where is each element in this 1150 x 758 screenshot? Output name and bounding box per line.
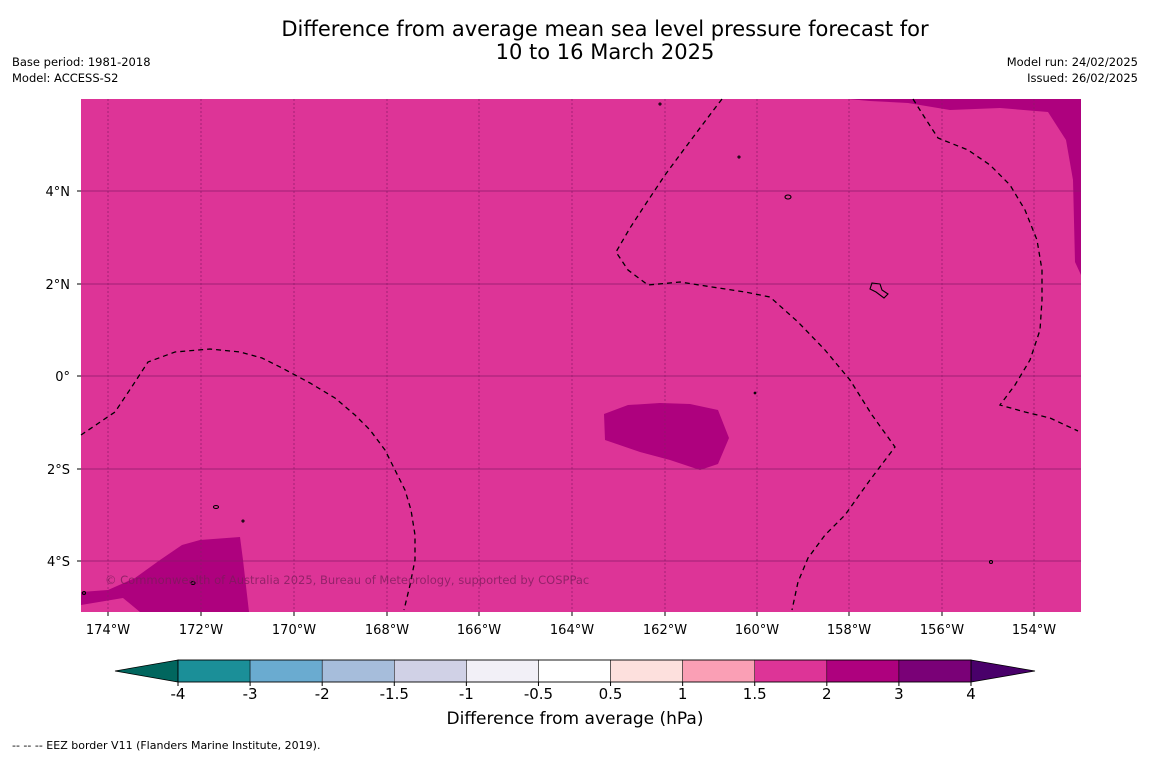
footnote: -- -- -- EEZ border V11 (Flanders Marine…	[12, 739, 321, 752]
title-line-1: Difference from average mean sea level p…	[281, 17, 929, 41]
colorbar-swatch	[682, 659, 755, 683]
colorbar-tick-label: -0.5	[524, 685, 553, 703]
colorbar-extend-max	[970, 659, 1036, 683]
base-period-label: Base period: 1981-2018	[12, 55, 151, 69]
colorbar-tick-label: -2	[315, 685, 330, 703]
island-8	[988, 559, 994, 565]
x-tick-label: 158°W	[827, 623, 871, 638]
x-tick-label: 166°W	[457, 623, 501, 638]
colorbar-swatch	[610, 659, 683, 683]
colorbar-tick-label: 1	[678, 685, 688, 703]
issued-label: Issued: 26/02/2025	[1027, 71, 1138, 85]
colorbar-swatch	[394, 659, 467, 683]
anomaly-patch-center	[604, 403, 729, 470]
eez-border-central	[615, 98, 896, 611]
copyright-notice: © Commonwealth of Australia 2025, Bureau…	[105, 573, 589, 587]
y-axis: 4°N 2°N 0° 2°S 4°S	[46, 185, 81, 570]
island-6	[658, 102, 662, 106]
eez-borders	[80, 98, 1079, 611]
colorbar-swatch	[898, 659, 972, 683]
meta-left: Base period: 1981-2018 Model: ACCESS-S2	[12, 54, 151, 86]
map-plot: © Commonwealth of Australia 2025, Bureau…	[80, 98, 1081, 612]
x-tick-label: 160°W	[735, 623, 779, 638]
island-9	[753, 391, 757, 395]
colorbar: -4 -3 -2 -1.5 -1 -0.5 0.5 1 1.5 2 3 4	[114, 659, 1036, 703]
island-10	[81, 590, 87, 596]
island-4	[190, 580, 196, 586]
island-7	[241, 519, 245, 523]
y-tick-label: 0°	[55, 370, 70, 385]
island-2	[784, 194, 792, 200]
x-tick-label: 174°W	[86, 623, 130, 638]
anomaly-patch-southwest	[81, 537, 249, 612]
colorbar-swatch	[177, 659, 251, 683]
title-line-2: 10 to 16 March 2025	[495, 40, 715, 64]
colorbar-tick-label: 2	[822, 685, 832, 703]
colorbar-tick-label: -1.5	[380, 685, 409, 703]
colorbar-tick-label: 0.5	[599, 685, 623, 703]
x-tick-label: 156°W	[920, 623, 964, 638]
x-tick-label: 164°W	[550, 623, 594, 638]
map-gridlines	[81, 99, 1081, 612]
colorbar-swatch	[538, 659, 611, 683]
island-5	[737, 155, 741, 159]
colorbar-extend-min	[114, 659, 179, 683]
y-tick-label: 2°S	[47, 463, 70, 478]
x-tick-label: 162°W	[643, 623, 687, 638]
island-3	[212, 504, 220, 510]
y-tick-label: 4°S	[47, 555, 70, 570]
x-tick-label: 168°W	[365, 623, 409, 638]
island-1	[869, 282, 889, 299]
x-tick-label: 170°W	[272, 623, 316, 638]
colorbar-swatch	[826, 659, 900, 683]
x-tick-label: 172°W	[179, 623, 223, 638]
x-axis: 174°W 172°W 170°W 168°W 166°W 164°W 162°W 160°W…	[86, 612, 1056, 638]
colorbar-tick-label: 3	[894, 685, 904, 703]
y-tick-label: 2°N	[46, 278, 71, 293]
colorbar-swatch	[466, 659, 539, 683]
model-label: Model: ACCESS-S2	[12, 71, 119, 85]
anomaly-patch-northeast	[848, 99, 1081, 275]
colorbar-tick-label: -3	[243, 685, 258, 703]
colorbar-tick-label: 1.5	[743, 685, 767, 703]
anomaly-field-base	[81, 99, 1081, 612]
colorbar-swatch	[249, 659, 323, 683]
eez-border-west	[80, 348, 416, 611]
meta-right: Model run: 24/02/2025 Issued: 26/02/2025	[1007, 54, 1138, 86]
x-tick-label: 154°W	[1012, 623, 1056, 638]
islands	[81, 102, 994, 596]
colorbar-tick-label: -1	[459, 685, 474, 703]
colorbar-tick-label: 4	[966, 685, 976, 703]
colorbar-tick-label: -4	[171, 685, 186, 703]
colorbar-title: Difference from average (hPa)	[446, 709, 704, 729]
colorbar-swatch	[321, 659, 395, 683]
colorbar-frame	[177, 659, 972, 683]
model-run-label: Model run: 24/02/2025	[1006, 55, 1138, 69]
colorbar-swatch	[754, 659, 828, 683]
eez-border-east	[912, 98, 1079, 432]
chart-title: Difference from average mean sea level p…	[175, 18, 1035, 64]
y-tick-label: 4°N	[46, 185, 71, 200]
